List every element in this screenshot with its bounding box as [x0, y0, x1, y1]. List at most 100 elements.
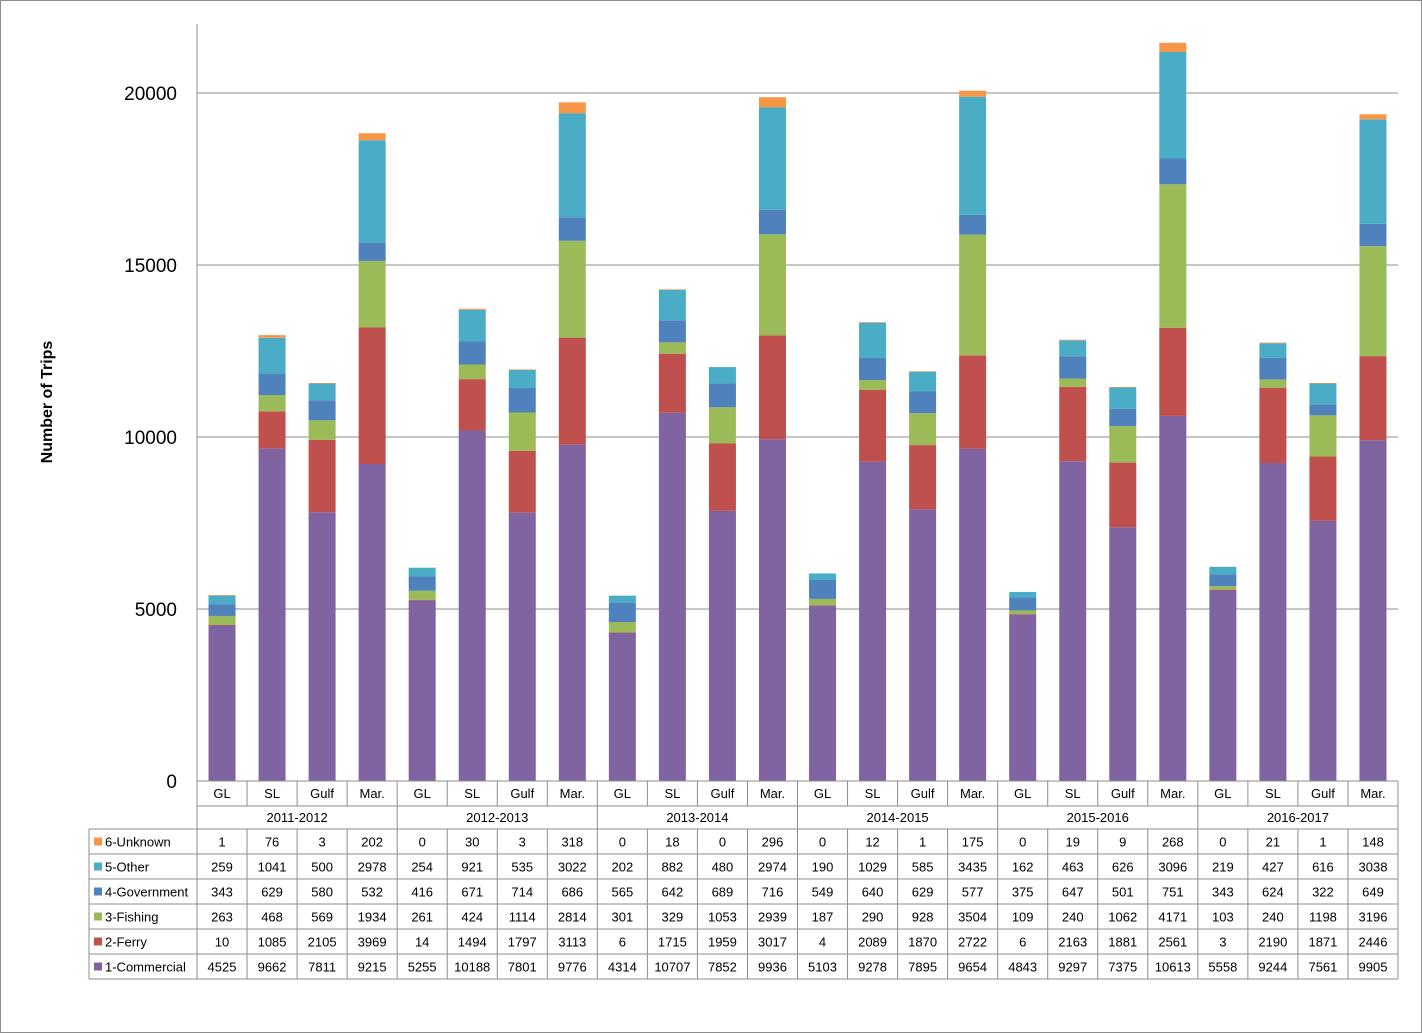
bar-segment-2-ferry — [909, 445, 937, 510]
data-table-value: 2089 — [858, 935, 887, 950]
region-label: Gulf — [1311, 786, 1335, 801]
bar-segment-2-ferry — [1259, 387, 1287, 464]
data-table-value: 240 — [1062, 910, 1084, 925]
data-table-value: 2190 — [1258, 935, 1287, 950]
bar-segment-6-unknown — [258, 335, 286, 338]
data-table-value: 882 — [662, 860, 684, 875]
bar-segment-2-ferry — [859, 389, 887, 462]
data-table-value: 7811 — [308, 960, 336, 975]
legend-label: 4-Government — [105, 885, 188, 900]
bar-segment-2-ferry — [1359, 356, 1387, 441]
data-table-value: 585 — [912, 860, 934, 875]
data-table-value: 10 — [215, 935, 229, 950]
data-table-value: 1029 — [858, 860, 887, 875]
bar-segment-2-ferry — [208, 624, 236, 626]
data-table-value: 751 — [1162, 885, 1184, 900]
bar-segment-5-other — [558, 113, 586, 218]
data-table-value: 10707 — [654, 960, 690, 975]
bar-segment-1-commercial — [558, 444, 586, 781]
bar-segment-4-government — [1159, 158, 1187, 185]
data-table-value: 9 — [1119, 835, 1126, 850]
region-label: SL — [264, 786, 280, 801]
data-table-value: 1494 — [458, 935, 487, 950]
data-table-value: 202 — [361, 835, 383, 850]
region-label: Mar. — [359, 786, 384, 801]
data-table-value: 4171 — [1158, 910, 1187, 925]
data-table-value: 343 — [211, 885, 233, 900]
bar-segment-6-unknown — [1109, 386, 1137, 388]
data-table-value: 2939 — [758, 910, 787, 925]
bar-segment-1-commercial — [1259, 463, 1287, 781]
bar-segment-1-commercial — [308, 512, 336, 781]
data-table-value: 1 — [218, 835, 225, 850]
bar-segment-6-unknown — [959, 90, 987, 97]
group-label: 2015-2016 — [1067, 810, 1129, 825]
bar-segment-6-unknown — [558, 102, 586, 114]
bar-segment-4-government — [859, 357, 887, 380]
bar-segment-4-government — [408, 576, 436, 591]
data-table-value: 0 — [619, 835, 626, 850]
bar-segment-6-unknown — [909, 371, 937, 372]
bar-segment-3-fishing — [1159, 184, 1187, 328]
data-table-value: 716 — [762, 885, 784, 900]
data-table-value: 468 — [261, 910, 283, 925]
data-table-value: 686 — [561, 885, 583, 900]
data-table-value: 3096 — [1158, 860, 1187, 875]
bar-segment-5-other — [658, 289, 686, 321]
legend-label: 2-Ferry — [105, 935, 147, 950]
bar-segment-1-commercial — [208, 625, 236, 781]
bar-segment-4-government — [508, 387, 536, 413]
bar-segment-3-fishing — [1209, 586, 1237, 590]
data-table-value: 626 — [1112, 860, 1134, 875]
bar-segment-5-other — [508, 369, 536, 388]
data-table-value: 290 — [862, 910, 884, 925]
region-label: GL — [614, 786, 631, 801]
bar-segment-4-government — [558, 217, 586, 241]
data-table-value: 9215 — [358, 960, 387, 975]
bar-segment-4-government — [208, 604, 236, 616]
data-table-value: 268 — [1162, 835, 1184, 850]
data-table-value: 3 — [318, 835, 325, 850]
bar-segment-6-unknown — [1059, 339, 1087, 341]
data-table-value: 162 — [1012, 860, 1034, 875]
bar-segment-2-ferry — [1009, 614, 1037, 615]
bar-segment-2-ferry — [258, 411, 286, 449]
data-table-value: 3017 — [758, 935, 787, 950]
bar-segment-3-fishing — [809, 598, 837, 606]
data-table-value: 14 — [415, 935, 429, 950]
bar-segment-5-other — [1259, 343, 1287, 358]
data-table-value: 2105 — [308, 935, 337, 950]
bar-segment-3-fishing — [909, 413, 937, 446]
data-table-value: 1870 — [908, 935, 937, 950]
bar-segment-1-commercial — [608, 632, 636, 781]
bar-segment-3-fishing — [1109, 426, 1137, 463]
group-label: 2016-2017 — [1267, 810, 1329, 825]
legend-label: 5-Other — [105, 860, 150, 875]
bar-segment-2-ferry — [708, 443, 736, 511]
data-table-value: 18 — [665, 835, 679, 850]
bar-segment-2-ferry — [308, 439, 336, 513]
bar-segment-1-commercial — [258, 448, 286, 781]
region-label: SL — [1065, 786, 1081, 801]
data-table-value: 928 — [912, 910, 934, 925]
data-table-value: 103 — [1212, 910, 1234, 925]
data-table-value: 30 — [465, 835, 479, 850]
data-table-value: 1715 — [658, 935, 687, 950]
bar-segment-3-fishing — [1259, 379, 1287, 388]
data-table-value: 7561 — [1308, 960, 1337, 975]
bar-segment-4-government — [959, 214, 987, 235]
legend-key — [94, 887, 102, 896]
data-table-value: 535 — [511, 860, 533, 875]
bar-segment-4-government — [1009, 597, 1037, 611]
data-table-value: 190 — [812, 860, 834, 875]
data-table-value: 616 — [1312, 860, 1334, 875]
data-table-value: 4525 — [208, 960, 237, 975]
bar-segment-5-other — [809, 573, 837, 581]
bar-segment-6-unknown — [1159, 42, 1187, 52]
bar-segment-3-fishing — [658, 342, 686, 354]
data-table-value: 1041 — [258, 860, 287, 875]
region-label: Mar. — [1160, 786, 1185, 801]
region-label: Gulf — [1111, 786, 1135, 801]
legend-key — [94, 862, 102, 871]
